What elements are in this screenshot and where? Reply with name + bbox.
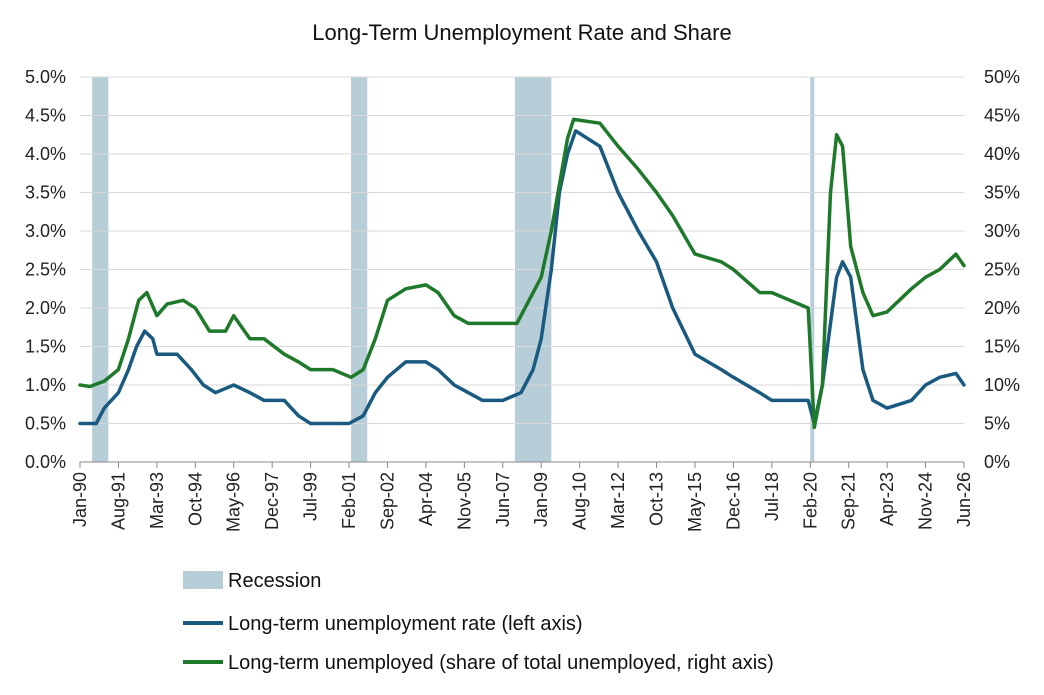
x-tick-label: Feb-01 (339, 472, 359, 529)
x-tick-label: Jun-07 (493, 472, 513, 527)
y-right-tick-label: 40% (984, 144, 1020, 164)
x-tick-label: Jan-09 (531, 472, 551, 527)
y-left-tick-label: 2.0% (25, 298, 66, 318)
y-right-tick-label: 25% (984, 260, 1020, 280)
x-tick-label: Jul-18 (762, 472, 782, 521)
x-tick-label: Sep-21 (839, 472, 859, 530)
y-right-tick-label: 0% (984, 452, 1010, 472)
y-right-tick-label: 20% (984, 298, 1020, 318)
series-line-1 (78, 117, 966, 430)
x-tick-label: Feb-20 (800, 472, 820, 529)
y-left-tick-label: 2.5% (25, 260, 66, 280)
series-line-0 (78, 129, 966, 426)
y-left-tick-label: 3.0% (25, 221, 66, 241)
x-tick-label: Jul-99 (301, 472, 321, 521)
y-right-tick-label: 10% (984, 375, 1020, 395)
y-right-tick-label: 50% (984, 67, 1020, 87)
legend-label-1: Long-term unemployment rate (left axis) (228, 613, 583, 635)
legend-label-2: Long-term unemployed (share of total une… (228, 652, 774, 674)
x-tick-label: May-15 (685, 472, 705, 532)
x-axis: Jan-90 Aug-91 Mar-93 Oct-94 May-96 Dec-97 Jul-… (70, 462, 974, 532)
x-tick-label: Mar-93 (147, 472, 167, 529)
x-tick-label: Jun-26 (954, 472, 974, 527)
x-tick-label: Apr-04 (416, 472, 436, 526)
x-tick-label: Jan-90 (70, 472, 90, 527)
y-left-tick-label: 1.5% (25, 337, 66, 357)
x-tick-label: Nov-05 (454, 472, 474, 530)
legend-recession-swatch (183, 571, 223, 589)
x-tick-label: Apr-23 (877, 472, 897, 526)
y-left-tick-label: 3.5% (25, 183, 66, 203)
x-tick-label: Mar-12 (608, 472, 628, 529)
x-tick-label: Sep-02 (377, 472, 397, 530)
y-right-tick-label: 15% (984, 337, 1020, 357)
x-tick-label: Oct-13 (647, 472, 667, 526)
y-left-tick-label: 1.0% (25, 375, 66, 395)
y-right-tick-label: 30% (984, 221, 1020, 241)
gridlines (80, 76, 964, 463)
chart-title: Long-Term Unemployment Rate and Share (312, 20, 731, 45)
y-left-tick-label: 4.0% (25, 144, 66, 164)
x-tick-label: Aug-91 (108, 472, 128, 530)
series-lines (78, 117, 966, 430)
y-left-tick-label: 0.5% (25, 414, 66, 434)
x-tick-label: Aug-10 (570, 472, 590, 530)
x-tick-label: Dec-16 (723, 472, 743, 530)
y-right-tick-label: 5% (984, 414, 1010, 434)
y-left-tick-label: 5.0% (25, 67, 66, 87)
legend: Recession Long-term unemployment rate (le… (183, 570, 774, 674)
y-right-tick-label: 35% (984, 183, 1020, 203)
y-left-tick-label: 4.5% (25, 106, 66, 126)
y-right-tick-label: 45% (984, 106, 1020, 126)
y-left-tick-label: 0.0% (25, 452, 66, 472)
y-axis-right: 0% 5% 10% 15% 20% 25% 30% 35% 40% 45% 50% (984, 67, 1020, 472)
x-tick-label: Oct-94 (185, 472, 205, 526)
legend-label-0: Recession (228, 570, 321, 592)
x-tick-label: Dec-97 (262, 472, 282, 530)
x-tick-label: May-96 (224, 472, 244, 532)
y-axis-left: 0.0% 0.5% 1.0% 1.5% 2.0% 2.5% 3.0% 3.5% 4.0% 4.5%… (25, 67, 66, 472)
x-tick-label: Nov-24 (916, 472, 936, 530)
